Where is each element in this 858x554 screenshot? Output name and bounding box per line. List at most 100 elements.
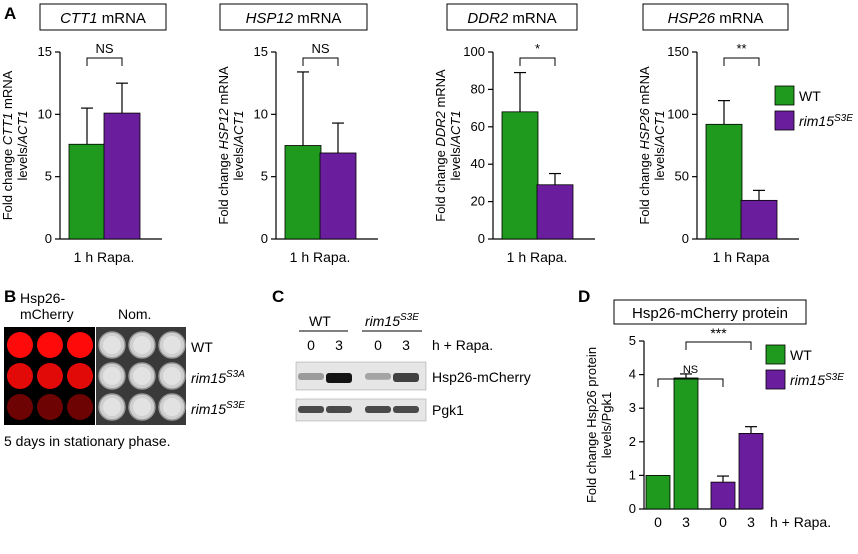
legend-d-wt-label: WT: [790, 347, 812, 363]
sig-bracket-star: [685, 341, 752, 350]
legend-wt-label: WT: [799, 88, 821, 104]
x-axis-label: 1 h Rapa.: [507, 249, 568, 265]
b-row-wt: WT: [191, 339, 213, 355]
bar-rim15: [740, 199, 778, 240]
sig-bracket: [86, 57, 123, 66]
y-tick-label: 50: [675, 169, 689, 184]
c-label-rim15: rim15S3E: [365, 312, 419, 329]
x-tick-label: 0: [654, 514, 662, 530]
chart-hsp12: HSP12 mRNA 0 5 10 15 Fold change HSP12 mRNAle…: [216, 3, 378, 265]
panel-label-a: A: [4, 4, 16, 23]
mcherry-spot: [67, 332, 93, 358]
x-axis-label: 1 h Rapa.: [290, 249, 351, 265]
mcherry-spot: [37, 363, 63, 389]
chart-title: DDR2 mRNA: [467, 10, 556, 27]
panel-label-c: C: [272, 287, 284, 306]
nomarski-spot-center: [163, 398, 181, 416]
panel-label-b: B: [4, 287, 16, 306]
pgk1-band: [326, 406, 352, 413]
y-tick-label: 10: [38, 106, 52, 121]
y-tick-label: 150: [667, 44, 689, 59]
bar-rim15: [536, 184, 574, 240]
sig-label: **: [736, 41, 746, 56]
y-tick-label: 3: [629, 400, 636, 415]
mcherry-spot: [7, 394, 33, 420]
nomarski-spot-center: [133, 367, 151, 385]
sig-label-ns: NS: [683, 364, 698, 376]
sig-bracket: [723, 57, 760, 66]
x-tick-label: 0: [719, 514, 727, 530]
y-tick-label: 40: [471, 156, 485, 171]
nomarski-spot-center: [103, 336, 121, 354]
title-box: [219, 3, 368, 31]
title-box: [613, 299, 807, 325]
chart-title: CTT1 mRNA: [60, 10, 146, 27]
y-tick-label: 4: [629, 367, 636, 382]
y-tick-label: 15: [38, 44, 52, 59]
c-lane-3: 0: [374, 337, 382, 353]
y-tick-label: 10: [254, 106, 268, 121]
c-label-wt: WT: [309, 313, 331, 329]
nomarski-spot-center: [133, 336, 151, 354]
y-axis-label: Fold change HSP12 mRNAlevels/ACT1: [216, 66, 246, 225]
mcherry-spot: [7, 363, 33, 389]
sig-bracket: [302, 57, 339, 66]
y-tick-label: 0: [261, 231, 268, 246]
legend-a: WT rim15S3E: [774, 85, 853, 131]
y-tick-label: 20: [471, 194, 485, 209]
c-lane-4: 3: [402, 337, 410, 353]
nomarski-spot-center: [103, 367, 121, 385]
bar: [738, 432, 764, 510]
c-lane-2: 3: [335, 337, 343, 353]
bar-rim15: [103, 112, 141, 240]
hsp26-band: [298, 373, 324, 380]
title-box: [446, 3, 578, 31]
y-axis-label: Fold change CTT1 mRNAlevels/ACT1: [0, 70, 30, 220]
hsp26-band: [326, 373, 352, 383]
y-axis-label: Fold change DDR2 mRNAlevels/ACT1: [433, 69, 463, 222]
c-blot-pgk1: [295, 398, 427, 422]
pgk1-band: [393, 406, 419, 413]
legend-d-rim15-label: rim15S3E: [790, 372, 844, 388]
mcherry-spot: [67, 394, 93, 420]
sig-label: NS: [95, 41, 113, 56]
legend-d-wt-swatch: [765, 344, 786, 365]
chart-hsp26-protein: Hsp26-mCherry protein 0 1 2 3 4 5 Fold change H…: [584, 299, 831, 530]
chart-ctt1: CTT1 mRNA 0 5 10 15 Fold change CTT1 mRNAleve…: [0, 3, 167, 265]
nomarski-spot-center: [103, 398, 121, 416]
legend-rim15-label: rim15S3E: [799, 113, 853, 129]
bar-rim15: [319, 152, 357, 240]
x-axis-label: 1 h Rapa: [713, 249, 770, 265]
y-axis-label: Fold change Hsp26 proteinlevels/Pgk1: [584, 347, 614, 503]
title-box: [642, 3, 789, 31]
c-blot1-label: Hsp26-mCherry: [432, 369, 531, 385]
sig-bracket: [519, 57, 556, 66]
b-caption: 5 days in stationary phase.: [4, 433, 171, 449]
panel-c: WT rim15S3E 0 3 0 3 h + Rapa. Hsp26-mChe…: [295, 312, 531, 422]
b-col-label-hsp26: Hsp26-: [20, 290, 65, 306]
mcherry-spot: [67, 363, 93, 389]
panel-b: Hsp26- mCherry Nom. WT rim15S3A rim15S3E…: [4, 290, 245, 449]
sig-label-star: ***: [710, 325, 727, 341]
x-tick-label: 3: [682, 514, 690, 530]
legend-d-rim15-swatch: [765, 369, 786, 390]
y-tick-label: 100: [463, 44, 485, 59]
y-tick-label: 5: [629, 333, 636, 348]
chart-title: Hsp26-mCherry protein: [632, 305, 788, 322]
y-tick-label: 15: [254, 44, 268, 59]
y-tick-label: 0: [682, 231, 689, 246]
bar: [710, 481, 736, 510]
y-tick-label: 0: [629, 501, 636, 516]
y-tick-label: 0: [45, 231, 52, 246]
bar: [673, 377, 699, 510]
legend-wt-swatch: [774, 85, 795, 106]
bar-wt: [705, 123, 743, 240]
hsp26-band: [365, 373, 391, 380]
bar: [645, 474, 671, 510]
mcherry-spot: [37, 394, 63, 420]
y-tick-label: 2: [629, 434, 636, 449]
hsp26-band: [393, 373, 419, 382]
